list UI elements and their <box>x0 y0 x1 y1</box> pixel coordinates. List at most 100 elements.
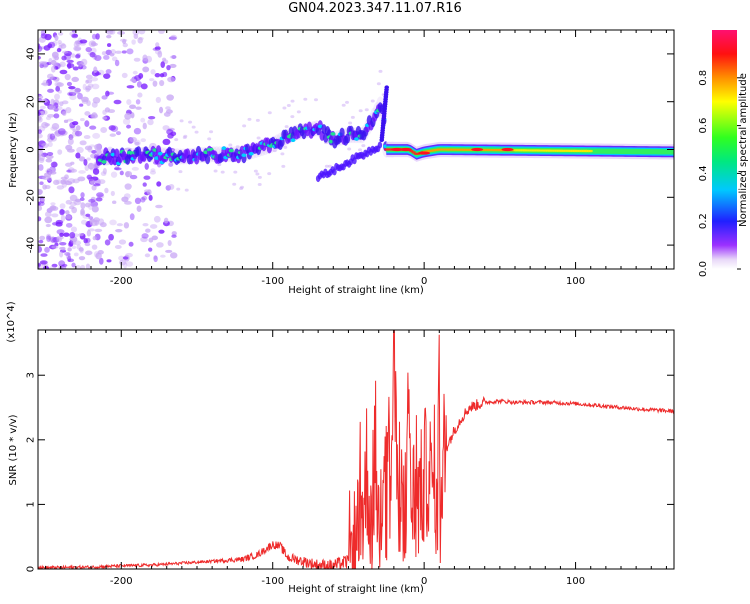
spectral-peak <box>101 160 107 164</box>
spectral-speckle <box>69 89 77 95</box>
spectral-speckle <box>61 263 68 267</box>
spectral-speckle <box>74 130 83 137</box>
spectral-speckle <box>50 161 58 168</box>
spectral-speckle <box>169 63 177 69</box>
spectral-speckle <box>162 71 168 78</box>
spectral-speckle <box>126 85 135 89</box>
spectral-speckle <box>44 216 53 224</box>
spectral-core <box>588 149 593 153</box>
spectral-speckle <box>96 149 102 155</box>
spectral-speckle <box>159 106 164 114</box>
spectral-speckle <box>94 228 103 233</box>
spectral-speckle <box>143 175 151 180</box>
spectral-speckle <box>38 98 42 102</box>
spectral-speckle <box>103 73 111 79</box>
spectral-speckle <box>98 257 104 265</box>
spectral-speckle <box>38 239 44 244</box>
spectral-speckle <box>78 156 86 162</box>
spectral-speckle <box>51 263 58 268</box>
spectral-speckle <box>118 255 125 261</box>
spectral-speckle <box>148 116 156 120</box>
spectral-speckle <box>348 121 353 125</box>
spectral-speckle <box>134 197 142 205</box>
spectral-speckle <box>73 45 82 52</box>
spectral-speckle <box>71 245 77 250</box>
colorbar-tick-label: 0.8 <box>698 70 709 86</box>
spectral-speckle <box>93 183 101 187</box>
spectral-speckle <box>78 247 84 252</box>
spectral-speckle <box>155 204 163 209</box>
spectral-speckle <box>119 259 127 266</box>
snr-ylabel: SNR (10 * v/v) <box>8 414 19 485</box>
spectral-speckle <box>56 82 64 87</box>
spectral-speckle <box>112 200 117 205</box>
spectral-speckle <box>104 187 109 194</box>
spectral-branch <box>332 168 337 176</box>
spectral-speckle <box>38 55 41 60</box>
colorbar-tick-label: 0.4 <box>698 165 709 181</box>
spectral-speckle <box>242 124 247 128</box>
spectral-speckle <box>38 245 43 253</box>
spectral-speckle <box>341 103 346 107</box>
spectral-speckle <box>122 118 131 125</box>
spectral-speckle <box>54 55 60 61</box>
spectral-speckle <box>45 223 51 228</box>
spectral-speckle <box>141 233 149 239</box>
spectrogram-layer <box>38 30 674 269</box>
spectral-speckle <box>95 33 100 40</box>
figure-title: GN04.2023.347.11.07.R16 <box>288 1 462 16</box>
spectral-speckle <box>71 206 77 214</box>
spectral-speckle <box>107 91 115 95</box>
spectral-speckle <box>76 146 84 154</box>
spectral-speckle <box>114 59 120 67</box>
spectral-speckle <box>140 83 148 90</box>
spectral-speckle <box>140 138 146 143</box>
spectral-speckle <box>142 223 149 227</box>
y-tick-label: -20 <box>26 189 37 205</box>
spectral-speckle <box>132 30 140 36</box>
spectral-speckle <box>88 216 94 220</box>
y-tick-label: 40 <box>26 48 37 61</box>
spectral-speckle <box>39 260 48 265</box>
spectral-speckle <box>130 112 135 119</box>
spectral-speckle <box>47 73 54 80</box>
spectral-speckle <box>154 46 161 51</box>
spectral-peak <box>157 151 163 156</box>
spectral-speckle <box>44 246 50 253</box>
spectral-speckle <box>92 235 97 241</box>
snr-xlabel: Height of straight line (km) <box>288 584 424 595</box>
spectral-speckle <box>80 202 86 210</box>
spectral-speckle <box>167 240 172 247</box>
spectral-speckle <box>101 51 107 56</box>
spectral-speckle <box>57 32 64 36</box>
spectral-speckle <box>79 246 84 254</box>
spectral-speckle <box>153 255 158 260</box>
spectral-speckle <box>38 201 41 206</box>
spectral-speckle <box>84 164 90 172</box>
y-tick-label: -40 <box>26 237 37 253</box>
spectral-speckle <box>59 69 68 75</box>
spectral-speckle <box>128 241 134 247</box>
spectral-speckle <box>149 224 158 229</box>
spectral-speckle <box>165 249 173 253</box>
spectral-speckle <box>78 170 86 174</box>
spectral-speckle <box>124 170 133 177</box>
spectral-speckle <box>93 251 99 258</box>
spectral-speckle <box>141 195 148 201</box>
spectral-speckle <box>142 54 148 62</box>
spectral-speckle <box>90 77 99 82</box>
spectral-peak <box>248 151 254 156</box>
spectral-speckle <box>86 100 91 107</box>
spectral-speckle <box>59 242 67 246</box>
spectral-speckle <box>191 125 196 129</box>
spectral-speckle <box>38 129 42 134</box>
spectral-speckle <box>110 190 115 197</box>
x-tick-label: -100 <box>261 276 284 287</box>
spectral-speckle <box>71 33 79 39</box>
spectral-speckle <box>155 42 160 48</box>
spectral-speckle <box>87 176 94 182</box>
spectral-speckle <box>106 34 112 39</box>
spectral-speckle <box>63 232 70 237</box>
spectral-speckle <box>53 179 60 185</box>
y-tick-label: 3 <box>26 372 37 378</box>
